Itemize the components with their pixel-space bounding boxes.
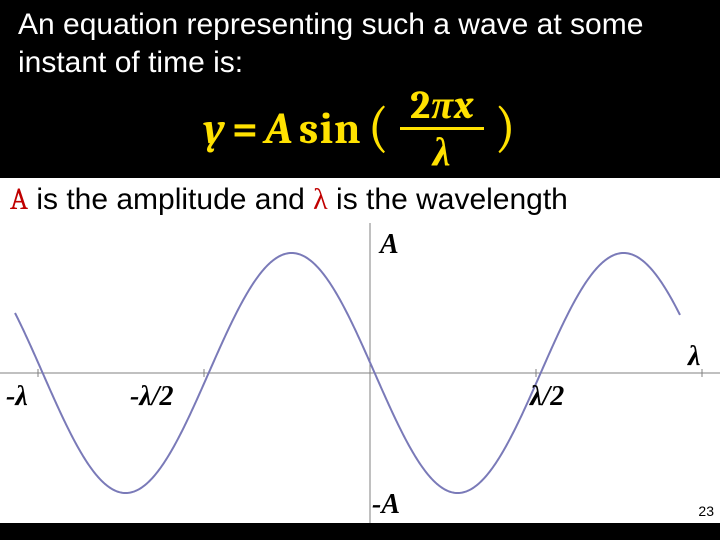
eq-fraction: 2πx λ (400, 85, 484, 172)
eq-amplitude: A (265, 103, 293, 154)
def-lambda: λ (313, 182, 328, 217)
wave-equation: y = A sin ( 2πx λ ) (0, 85, 720, 172)
graph-svg (0, 223, 720, 523)
label-halfL: λ/2 (530, 381, 564, 413)
caption-line2: instant of time is: (18, 46, 243, 79)
slide-caption: An equation representing such a wave at … (0, 0, 720, 81)
eq-sin: sin (299, 103, 362, 154)
page-number: 23 (698, 503, 714, 519)
definition-bar: A is the amplitude and λ is the waveleng… (0, 178, 720, 223)
sine-graph: A -A λ -λ λ/2 -λ/2 23 (0, 223, 720, 523)
label-lambda: λ (688, 341, 700, 373)
def-t2: is the wavelength (328, 183, 568, 216)
eq-den-lambda: λ (433, 130, 452, 172)
label-minusL: -λ (6, 381, 28, 413)
eq-lhs: y (203, 103, 226, 154)
label-A: A (380, 229, 399, 261)
eq-num-2: 2 (410, 82, 431, 128)
def-t1: is the amplitude and (28, 183, 313, 216)
eq-equals: = (232, 103, 259, 154)
caption-line1: An equation representing such a wave at … (18, 8, 643, 41)
label-minusHL: -λ/2 (130, 381, 174, 413)
def-A: A (10, 182, 28, 217)
label-minusA: -A (372, 489, 400, 521)
eq-num-x: x (454, 82, 474, 128)
eq-num-pi: π (431, 82, 454, 128)
